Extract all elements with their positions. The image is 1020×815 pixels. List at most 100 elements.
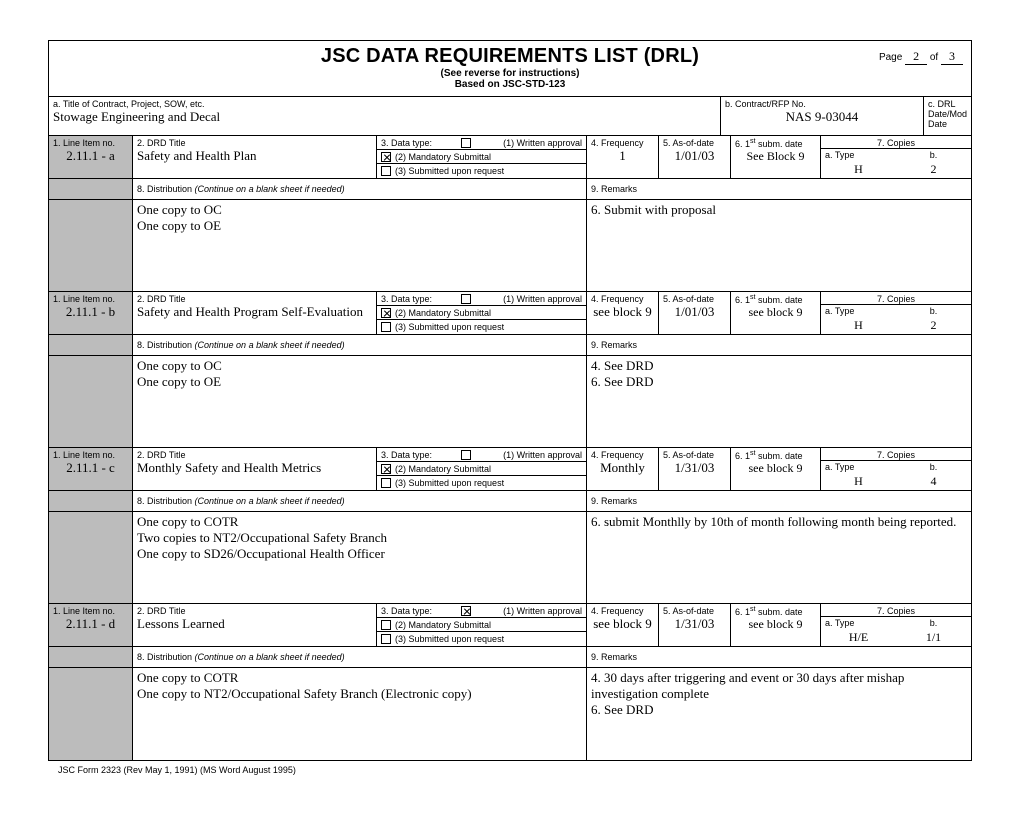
page-total: 3 — [941, 49, 963, 65]
remarks-body-cell: 4. See DRD6. See DRD — [587, 356, 971, 447]
line-item-label: 1. Line Item no. — [53, 606, 128, 616]
checkbox-mandatory[interactable] — [381, 620, 391, 630]
copies-b-label: b. — [896, 617, 971, 629]
checkbox-submitted[interactable] — [381, 166, 391, 176]
drd-title-cell: 2. DRD TitleSafety and Health Program Se… — [133, 292, 377, 334]
drd-title-cell: 2. DRD TitleSafety and Health Plan — [133, 136, 377, 178]
contract-rfp-label: b. Contract/RFP No. — [725, 99, 919, 109]
submitted-request-label: (3) Submitted upon request — [395, 478, 504, 488]
mandatory-submittal-label: (2) Mandatory Submittal — [395, 620, 491, 630]
distribution-line: Two copies to NT2/Occupational Safety Br… — [137, 530, 582, 546]
mandatory-submittal-label: (2) Mandatory Submittal — [395, 152, 491, 162]
distribution-label-cell: 8. Distribution (Continue on a blank she… — [133, 491, 587, 511]
line-item-value: 2.11.1 - b — [53, 304, 128, 320]
checkbox-mandatory[interactable] — [381, 464, 391, 474]
distribution-note: (Continue on a blank sheet if needed) — [192, 496, 345, 506]
written-approval-label: (1) Written approval — [503, 294, 582, 304]
data-type-label: 3. Data type: — [381, 606, 432, 616]
distribution-note: (Continue on a blank sheet if needed) — [192, 184, 345, 194]
drd-title-label: 2. DRD Title — [137, 138, 372, 148]
contract-title-label: a. Title of Contract, Project, SOW, etc. — [53, 99, 716, 109]
distribution-label: 8. Distribution — [137, 340, 192, 350]
data-type-cell: 3. Data type:(1) Written approval(2) Man… — [377, 292, 587, 334]
subm-date-cell: 6. 1st subm. datesee block 9 — [731, 292, 821, 334]
checkbox-mandatory[interactable] — [381, 152, 391, 162]
data-type-label: 3. Data type: — [381, 294, 432, 304]
dist-grey-spacer — [49, 491, 133, 511]
items-container: 1. Line Item no. 2.11.1 - a 2. DRD TitleSa… — [49, 136, 971, 760]
checkbox-written[interactable] — [461, 606, 471, 616]
copies-type-value: H/E — [821, 629, 896, 646]
distribution-label: 8. Distribution — [137, 496, 192, 506]
line-item-value: 2.11.1 - a — [53, 148, 128, 164]
checkbox-written[interactable] — [461, 138, 471, 148]
distribution-note: (Continue on a blank sheet if needed) — [192, 652, 345, 662]
drd-title-label: 2. DRD Title — [137, 294, 372, 304]
distribution-label-cell: 8. Distribution (Continue on a blank she… — [133, 179, 587, 199]
copies-num-value: 4 — [896, 473, 971, 490]
dist-grey-spacer — [49, 179, 133, 199]
checkbox-mandatory[interactable] — [381, 308, 391, 318]
remarks-label: 9. Remarks — [591, 340, 637, 350]
dist-grey-spacer — [49, 335, 133, 355]
distribution-line: One copy to NT2/Occupational Safety Bran… — [137, 686, 582, 702]
remarks-label-cell: 9. Remarks — [587, 179, 971, 199]
distribution-line: One copy to COTR — [137, 514, 582, 530]
dist-body-grey-spacer — [49, 668, 133, 760]
dist-header-row: 8. Distribution (Continue on a blank she… — [49, 647, 971, 668]
remark-line: 6. See DRD — [591, 702, 967, 718]
distribution-line: One copy to OE — [137, 218, 582, 234]
distribution-label: 8. Distribution — [137, 652, 192, 662]
as-of-date-cell: 5. As-of-date1/01/03 — [659, 292, 731, 334]
distribution-body-cell: One copy to COTROne copy to NT2/Occupati… — [133, 668, 587, 760]
dist-body-grey-spacer — [49, 200, 133, 291]
dist-header-row: 8. Distribution (Continue on a blank she… — [49, 491, 971, 512]
remarks-body-cell: 6. submit Monthlly by 10th of month foll… — [587, 512, 971, 603]
item-header-row: 1. Line Item no.2.11.1 - b2. DRD TitleSa… — [49, 292, 971, 335]
distribution-body-cell: One copy to OCOne copy to OE — [133, 356, 587, 447]
copies-b-label: b. — [896, 461, 971, 473]
line-item-value: 2.11.1 - d — [53, 616, 128, 632]
remark-line: 6. See DRD — [591, 374, 967, 390]
copies-type-value: H — [821, 161, 896, 178]
data-type-label: 3. Data type: — [381, 450, 432, 460]
item-header-row: 1. Line Item no.2.11.1 - c2. DRD TitleMo… — [49, 448, 971, 491]
line-item-cell: 1. Line Item no.2.11.1 - c — [49, 448, 133, 490]
subm-date-label: 6. 1st subm. date — [735, 294, 816, 305]
line-item-label: 1. Line Item no. — [53, 294, 128, 304]
drd-title-cell: 2. DRD TitleMonthly Safety and Health Me… — [133, 448, 377, 490]
checkbox-submitted[interactable] — [381, 634, 391, 644]
submitted-request-label: (3) Submitted upon request — [395, 166, 504, 176]
data-type-cell: 3. Data type: (1) Written approval (2) Man… — [377, 136, 587, 178]
as-of-date-cell: 5. As-of-date1/31/03 — [659, 604, 731, 646]
contract-rfp-value: NAS 9-03044 — [725, 109, 919, 125]
data-type-label: 3. Data type: — [381, 138, 432, 148]
frequency-value: see block 9 — [591, 616, 654, 632]
remarks-label-cell: 9. Remarks — [587, 491, 971, 511]
copies-cell: 7. Copiesa. Typeb.H/E1/1 — [821, 604, 971, 646]
checkbox-written[interactable] — [461, 294, 471, 304]
as-of-date-cell: 5. As-of-date1/31/03 — [659, 448, 731, 490]
subm-date-value: see block 9 — [735, 617, 816, 632]
written-approval-label: (1) Written approval — [503, 450, 582, 460]
written-approval-label: (1) Written approval — [503, 138, 582, 148]
frequency-label: 4. Frequency — [591, 606, 654, 616]
line-item-label: 1. Line Item no. — [53, 450, 128, 460]
copies-type-label: a. Type — [821, 149, 896, 161]
line-item-cell: 1. Line Item no.2.11.1 - b — [49, 292, 133, 334]
page-of-label: of — [930, 52, 938, 63]
data-type-cell: 3. Data type:(1) Written approval(2) Man… — [377, 448, 587, 490]
checkbox-submitted[interactable] — [381, 478, 391, 488]
drl-date-label: c. DRL Date/Mod Date — [928, 99, 967, 129]
checkbox-written[interactable] — [461, 450, 471, 460]
item-header-row: 1. Line Item no.2.11.1 - d2. DRD TitleLe… — [49, 604, 971, 647]
line-item-cell: 1. Line Item no.2.11.1 - d — [49, 604, 133, 646]
copies-label: 7. Copies — [821, 448, 971, 460]
dist-header-row: 8. Distribution (Continue on a blank she… — [49, 179, 971, 200]
subm-date-cell: 6. 1st subm. dateSee Block 9 — [731, 136, 821, 178]
distribution-line: One copy to OC — [137, 358, 582, 374]
checkbox-submitted[interactable] — [381, 322, 391, 332]
form-footer-note: JSC Form 2323 (Rev May 1, 1991) (MS Word… — [58, 765, 972, 775]
distribution-body-cell: One copy to COTRTwo copies to NT2/Occupa… — [133, 512, 587, 603]
dist-body-row: One copy to OCOne copy to OE4. See DRD6.… — [49, 356, 971, 448]
